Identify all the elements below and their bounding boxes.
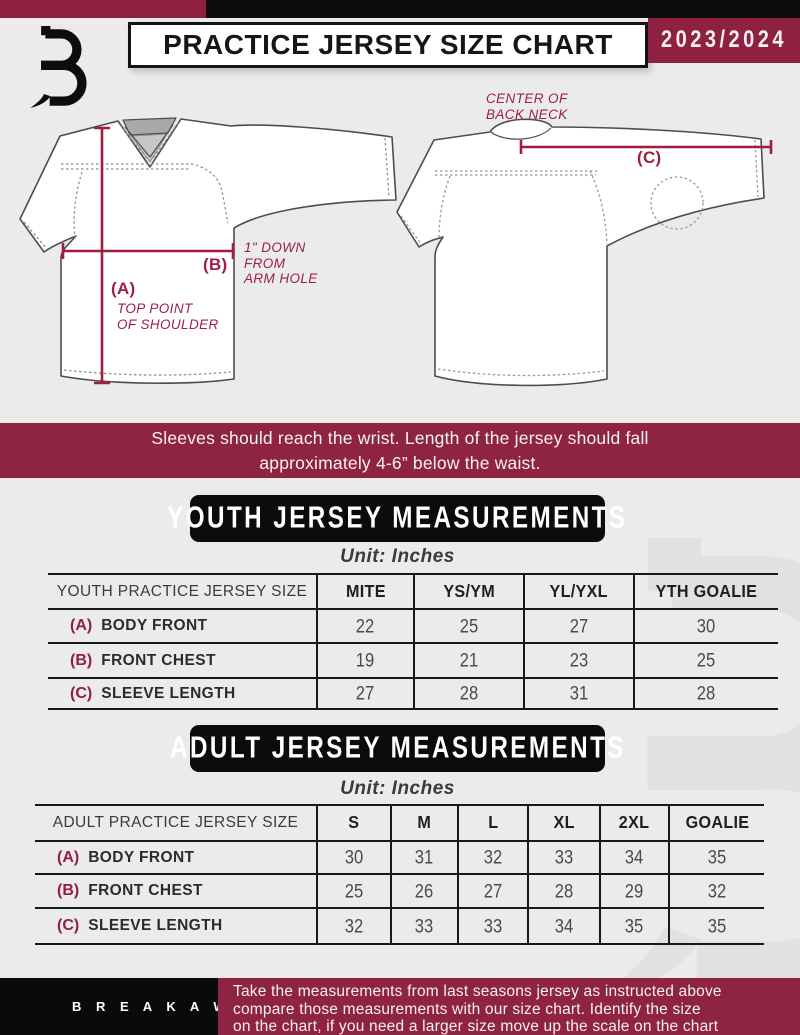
table-row: (C) SLEEVE LENGTH [35, 907, 316, 945]
table-row: (C) SLEEVE LENGTH [48, 677, 316, 710]
adult-section-ribbon: ADULT JERSEY MEASUREMENTS [170, 725, 623, 772]
footer-line2: compare those measurements with our size… [233, 1000, 701, 1018]
adult-header-col: ADULT PRACTICE JERSEY SIZE [35, 804, 316, 840]
adult-unit-label: Unit: Inches [340, 778, 455, 799]
adult-size-table: ADULT PRACTICE JERSEY SIZE S M L XL 2XL … [35, 804, 764, 945]
note-a: TOP POINT OF SHOULDER [117, 301, 219, 332]
youth-header-goalie: YTH GOALIE [633, 573, 778, 608]
page-title: PRACTICE JERSEY SIZE CHART [163, 29, 613, 60]
footer-line3: on the chart, if you need a larger size … [233, 1018, 719, 1035]
footer-brand-block: B R E A K A W A Y [0, 978, 272, 1035]
note-back-neck: CENTER OF BACK NECK [486, 91, 568, 122]
label-a: (A) [111, 279, 136, 298]
banner-line2: approximately 4-6” below the waist. [259, 452, 541, 473]
front-jersey-stitching [23, 122, 390, 376]
youth-header-ysym: YS/YM [413, 573, 523, 608]
adult-header-s: S [316, 804, 390, 840]
table-row: (B) FRONT CHEST [35, 873, 316, 907]
adult-header-2xl: 2XL [599, 804, 668, 840]
youth-unit-label: Unit: Inches [340, 546, 455, 567]
back-jersey-stitching [400, 139, 759, 377]
back-jersey-drawing [396, 118, 765, 387]
season-badge: 2023/2024 [648, 18, 800, 63]
youth-header-ylyxl: YL/YXL [523, 573, 633, 608]
jersey-diagrams [19, 117, 773, 387]
youth-header-mite: MITE [316, 573, 413, 608]
label-c: (C) [637, 148, 662, 167]
adult-header-xl: XL [527, 804, 599, 840]
instruction-banner: Sleeves should reach the wrist. Length o… [0, 423, 800, 478]
table-row: (A) BODY FRONT [35, 840, 316, 873]
label-b: (B) [203, 255, 228, 274]
season-label: 2023/2024 [660, 26, 788, 53]
adult-header-goalie: GOALIE [668, 804, 764, 840]
page-title-box: PRACTICE JERSEY SIZE CHART [128, 22, 648, 68]
table-row: (A) BODY FRONT [48, 608, 316, 642]
adult-header-l: L [457, 804, 527, 840]
top-band-black [206, 0, 800, 18]
adult-header-m: M [390, 804, 457, 840]
footer-instructions: Take the measurements from last seasons … [218, 978, 800, 1035]
top-band-maroon [0, 0, 206, 18]
youth-header-col: YOUTH PRACTICE JERSEY SIZE [48, 573, 316, 608]
note-b: 1" DOWN FROM ARM HOLE [244, 240, 318, 286]
measurement-lines [61, 126, 773, 385]
banner-line1: Sleeves should reach the wrist. Length o… [151, 427, 649, 448]
table-row: (B) FRONT CHEST [48, 642, 316, 677]
youth-section-ribbon: YOUTH JERSEY MEASUREMENTS [167, 495, 625, 542]
youth-size-table: YOUTH PRACTICE JERSEY SIZE MITE YS/YM YL… [48, 573, 778, 710]
footer-line1: Take the measurements from last seasons … [233, 983, 722, 1000]
